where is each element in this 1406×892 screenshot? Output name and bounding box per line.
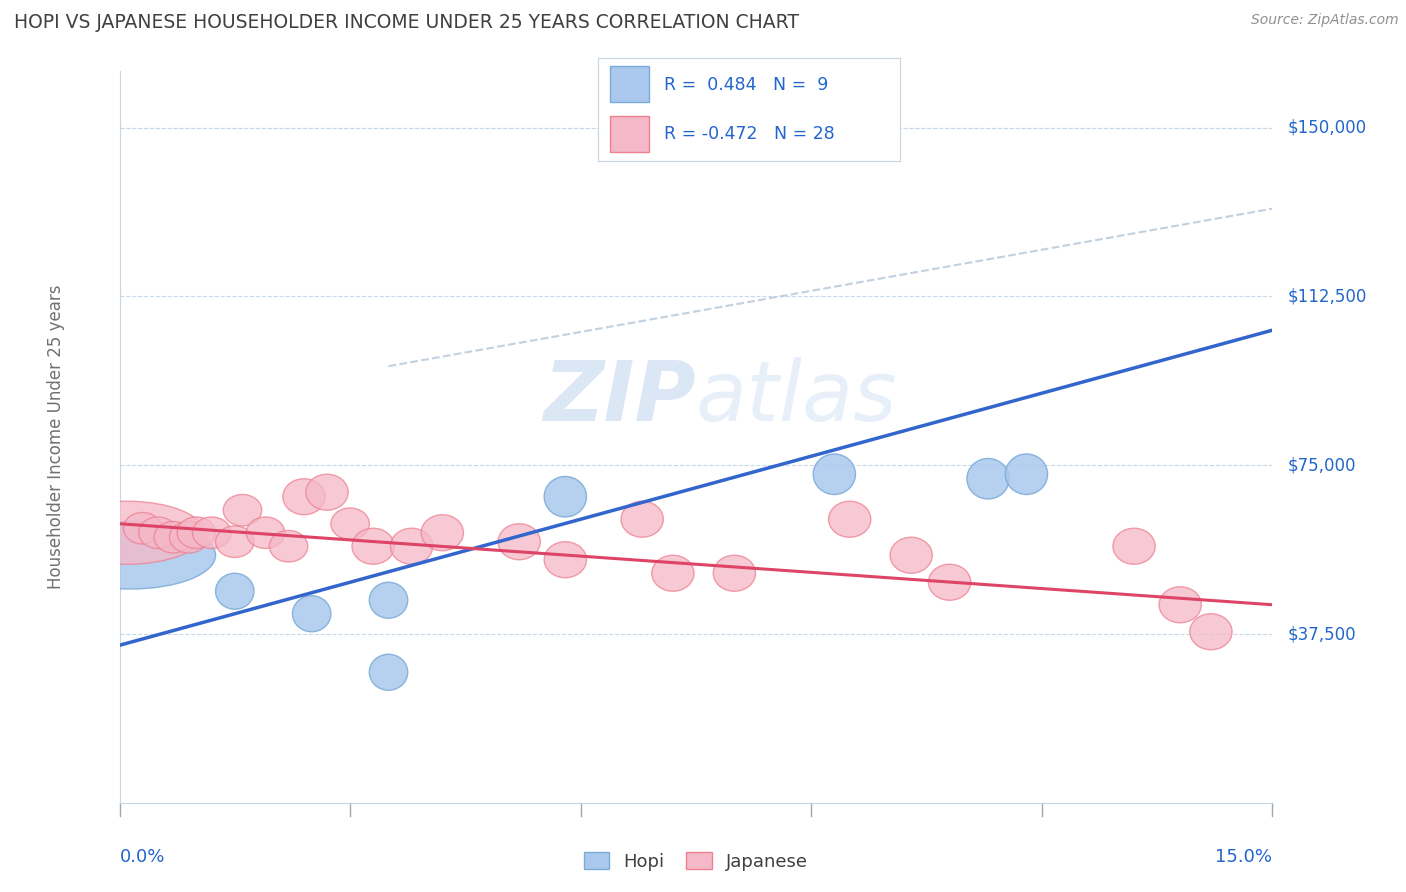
- Ellipse shape: [813, 454, 855, 494]
- Text: HOPI VS JAPANESE HOUSEHOLDER INCOME UNDER 25 YEARS CORRELATION CHART: HOPI VS JAPANESE HOUSEHOLDER INCOME UNDE…: [14, 13, 799, 32]
- Ellipse shape: [270, 531, 308, 562]
- Ellipse shape: [46, 522, 215, 589]
- Ellipse shape: [330, 508, 370, 540]
- Ellipse shape: [544, 476, 586, 517]
- Ellipse shape: [828, 501, 870, 537]
- Ellipse shape: [292, 596, 330, 632]
- Text: atlas: atlas: [696, 357, 897, 438]
- Ellipse shape: [890, 537, 932, 574]
- Ellipse shape: [283, 479, 325, 515]
- FancyBboxPatch shape: [610, 66, 650, 102]
- Legend: Hopi, Japanese: Hopi, Japanese: [576, 846, 815, 878]
- Ellipse shape: [307, 475, 349, 510]
- Ellipse shape: [170, 522, 208, 553]
- Ellipse shape: [1189, 614, 1232, 649]
- Text: $75,000: $75,000: [1288, 456, 1357, 475]
- Ellipse shape: [498, 524, 540, 560]
- Text: 0.0%: 0.0%: [120, 847, 165, 866]
- FancyBboxPatch shape: [610, 117, 650, 153]
- Text: ZIP: ZIP: [543, 357, 696, 438]
- Ellipse shape: [124, 513, 162, 544]
- Ellipse shape: [177, 517, 215, 549]
- Text: $150,000: $150,000: [1288, 119, 1367, 136]
- Ellipse shape: [928, 565, 970, 600]
- Text: $37,500: $37,500: [1288, 625, 1357, 643]
- Ellipse shape: [1114, 528, 1156, 565]
- Ellipse shape: [215, 526, 254, 558]
- Ellipse shape: [352, 528, 394, 565]
- Ellipse shape: [391, 528, 433, 565]
- Ellipse shape: [967, 458, 1010, 499]
- Ellipse shape: [139, 517, 177, 549]
- Ellipse shape: [155, 522, 193, 553]
- Ellipse shape: [544, 541, 586, 578]
- Ellipse shape: [246, 517, 285, 549]
- Ellipse shape: [621, 501, 664, 537]
- Text: R =  0.484   N =  9: R = 0.484 N = 9: [664, 76, 828, 94]
- Ellipse shape: [224, 494, 262, 526]
- Text: Householder Income Under 25 years: Householder Income Under 25 years: [46, 285, 65, 590]
- Ellipse shape: [422, 515, 464, 550]
- Ellipse shape: [1005, 454, 1047, 494]
- Ellipse shape: [370, 654, 408, 690]
- Ellipse shape: [713, 555, 755, 591]
- Text: 15.0%: 15.0%: [1215, 847, 1272, 866]
- Ellipse shape: [370, 582, 408, 618]
- Ellipse shape: [215, 574, 254, 609]
- Text: $112,500: $112,500: [1288, 287, 1367, 305]
- Ellipse shape: [51, 501, 204, 565]
- Text: Source: ZipAtlas.com: Source: ZipAtlas.com: [1251, 13, 1399, 28]
- Text: R = -0.472   N = 28: R = -0.472 N = 28: [664, 125, 835, 143]
- Ellipse shape: [193, 517, 231, 549]
- Ellipse shape: [1159, 587, 1201, 623]
- Ellipse shape: [652, 555, 695, 591]
